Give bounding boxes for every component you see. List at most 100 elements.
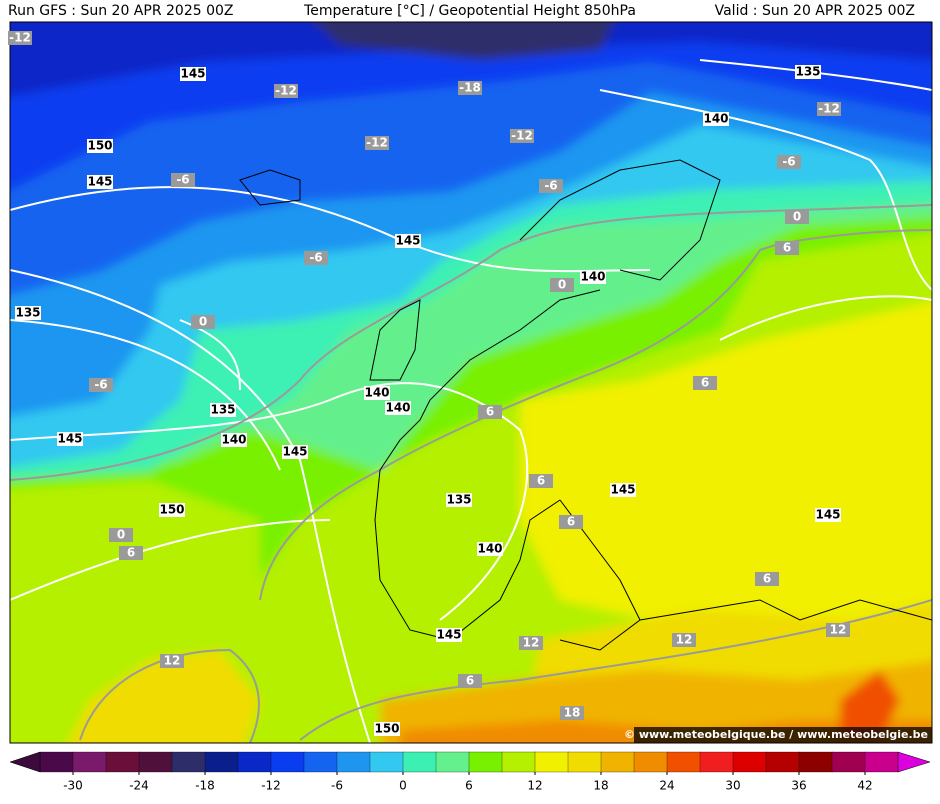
temperature-label: -6 xyxy=(176,173,189,187)
temperature-label: 12 xyxy=(523,636,540,650)
height-label: 145 xyxy=(436,628,461,642)
colorbar-segment xyxy=(765,751,800,773)
colorbar-segment xyxy=(699,751,734,773)
temperature-label-box xyxy=(478,405,502,419)
watermark-box xyxy=(634,727,932,743)
temperature-label: 6 xyxy=(486,405,494,419)
height-label: 150 xyxy=(87,139,112,153)
temperature-label-box xyxy=(539,179,563,193)
temperature-label: -12 xyxy=(511,129,533,143)
height-label-box xyxy=(815,508,841,522)
temperature-label: 6 xyxy=(127,546,135,560)
temperature-label-box xyxy=(365,136,389,150)
height-label-box xyxy=(87,139,113,153)
colorbar-segment xyxy=(303,751,338,773)
colorbar-tick-label: -18 xyxy=(195,779,215,793)
height-label-box xyxy=(436,628,462,642)
colorbar-segment xyxy=(402,751,437,773)
height-label-box xyxy=(580,270,606,284)
colorbar-tick-label: 18 xyxy=(593,779,608,793)
height-label-box xyxy=(87,175,113,189)
height-label-box xyxy=(703,112,729,126)
temperature-label: 0 xyxy=(117,528,125,542)
temperature-label-box xyxy=(171,173,195,187)
temperature-contours xyxy=(10,204,932,743)
temperature-label-box xyxy=(458,81,482,95)
colorbar-segment xyxy=(237,751,272,773)
height-label-box xyxy=(282,445,308,459)
colorbar-tick-label: -24 xyxy=(129,779,149,793)
temperature-label-box xyxy=(559,515,583,529)
temperature-label: 6 xyxy=(537,474,545,488)
colorbar-above xyxy=(897,751,931,773)
map-area xyxy=(10,22,932,743)
colorbar-segment xyxy=(633,751,668,773)
height-label: 140 xyxy=(221,433,246,447)
temperature-label-box xyxy=(109,528,133,542)
height-label-box xyxy=(446,493,472,507)
temperature-label-box xyxy=(160,654,184,668)
temperature-label: -12 xyxy=(818,102,840,116)
colorbar-tick-label: 42 xyxy=(857,779,872,793)
height-label: 145 xyxy=(57,432,82,446)
temperature-label: 6 xyxy=(763,572,771,586)
colorbar-segment xyxy=(831,751,866,773)
temperature-label: -12 xyxy=(366,136,388,150)
colorbar-segment xyxy=(39,751,74,773)
height-label: 140 xyxy=(385,401,410,415)
colorbar-segment xyxy=(567,751,602,773)
colorbar-tick-label: -6 xyxy=(331,779,343,793)
colorbar-segment xyxy=(864,751,899,773)
temperature-label: 6 xyxy=(567,515,575,529)
colorbar-segment xyxy=(666,751,701,773)
temperature-label: -6 xyxy=(782,155,795,169)
height-label: 140 xyxy=(580,270,605,284)
height-label: 145 xyxy=(815,508,840,522)
height-label-box xyxy=(477,542,503,556)
colorbar-segment xyxy=(171,751,206,773)
temperature-label-box xyxy=(775,241,799,255)
temperature-label: 6 xyxy=(701,376,709,390)
temperature-label-box xyxy=(510,129,534,143)
temperature-label: -6 xyxy=(94,378,107,392)
height-label: 140 xyxy=(703,112,728,126)
height-label-box xyxy=(159,503,185,517)
temperature-label: 0 xyxy=(199,315,207,329)
colorbar-segment xyxy=(798,751,833,773)
watermark: © www.meteobelgique.be / www.meteobelgie… xyxy=(624,728,928,741)
height-label-box xyxy=(395,234,421,248)
height-label-box xyxy=(180,67,206,81)
temperature-label-box xyxy=(693,376,717,390)
colorbar-tick-label: 30 xyxy=(725,779,740,793)
temperature-label: 6 xyxy=(466,674,474,688)
temperature-label-box xyxy=(119,546,143,560)
run-info: Run GFS : Sun 20 APR 2025 00Z xyxy=(8,3,233,19)
colorbar-tick-label: 12 xyxy=(527,779,542,793)
colorbar-tick-label: 24 xyxy=(659,779,674,793)
height-label-box xyxy=(374,722,400,736)
colorbar-segment xyxy=(336,751,371,773)
height-label: 150 xyxy=(374,722,399,736)
height-label-box xyxy=(610,483,636,497)
temperature-label: 18 xyxy=(564,706,581,720)
colorbar-segment xyxy=(204,751,239,773)
height-label-box xyxy=(385,401,411,415)
valid-info: Valid : Sun 20 APR 2025 00Z xyxy=(715,3,915,19)
height-label: 145 xyxy=(282,445,307,459)
height-label: 145 xyxy=(395,234,420,248)
height-label-box xyxy=(15,306,41,320)
temperature-label-box xyxy=(672,633,696,647)
height-label-box xyxy=(210,403,236,417)
colorbar-segment xyxy=(138,751,173,773)
temperature-label-box xyxy=(817,102,841,116)
temperature-label-box xyxy=(89,378,113,392)
temperature-label-box xyxy=(777,155,801,169)
height-label-box xyxy=(364,386,390,400)
height-label: 145 xyxy=(610,483,635,497)
colorbar-segment xyxy=(732,751,767,773)
height-label: 140 xyxy=(364,386,389,400)
height-label: 140 xyxy=(477,542,502,556)
height-label-box xyxy=(221,433,247,447)
contour-labels: 1451501451451401351401401351401451451501… xyxy=(8,31,850,736)
temperature-label-box xyxy=(274,84,298,98)
